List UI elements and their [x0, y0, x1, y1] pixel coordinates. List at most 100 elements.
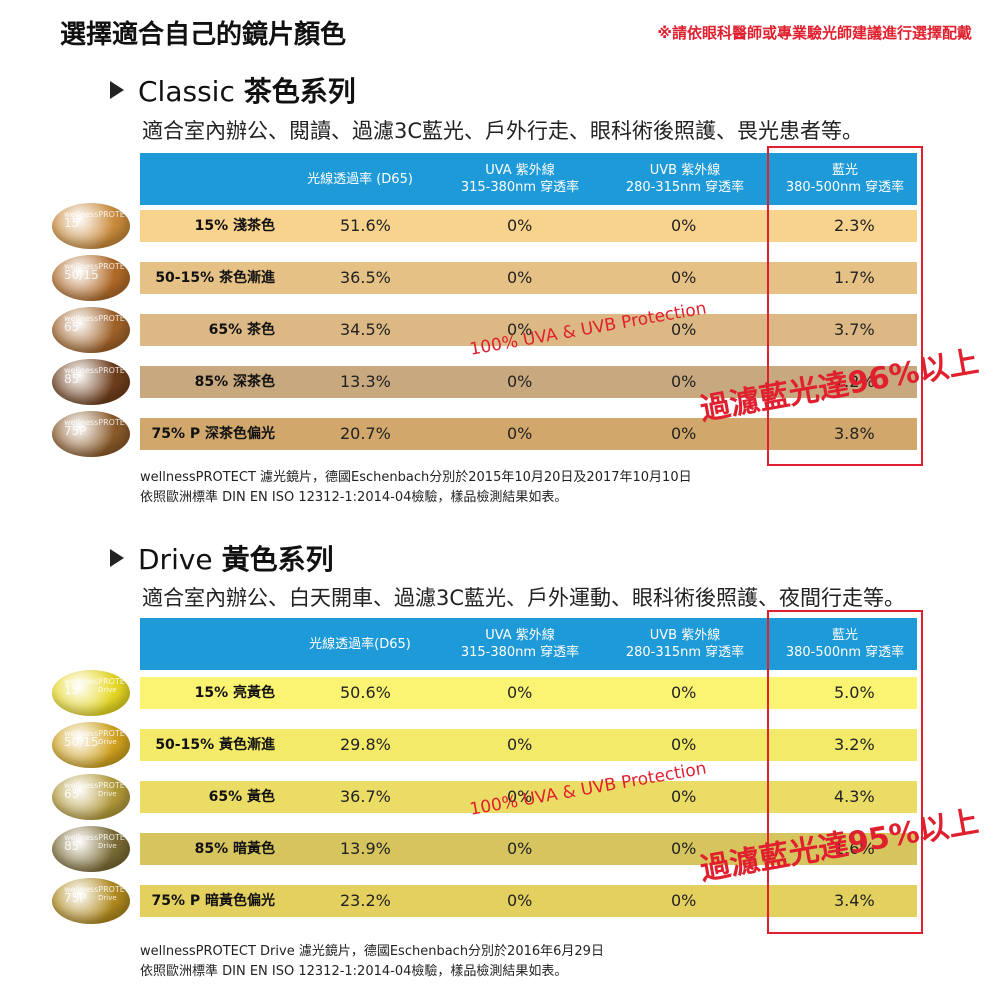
cell-blue-light: 3.2% [834, 735, 875, 754]
col-uvb: UVB 紫外線 280-315nm 穿透率 [625, 628, 745, 660]
cell-uvb: 0% [671, 268, 697, 287]
lens-code: 65 [64, 320, 80, 334]
table-row: 75% P 深茶色偏光 20.7% 0% 0% 3.8% [140, 418, 917, 450]
cell-transmittance: 29.8% [340, 735, 391, 754]
cell-blue-light: 1.2% [834, 372, 875, 391]
cell-uvb: 0% [671, 787, 697, 806]
cell-uvb: 0% [671, 424, 697, 443]
cell-transmittance: 20.7% [340, 424, 391, 443]
row-label: 50-15% 黃色漸進 [155, 737, 275, 753]
cell-transmittance: 36.5% [340, 268, 391, 287]
lens-swatch: wellnessPROTECT 15 Drive [52, 670, 135, 716]
cell-uva: 0% [507, 839, 533, 858]
cell-uva: 0% [507, 372, 533, 391]
lens-brand-text: wellnessPROTECT [64, 781, 136, 790]
cell-blue-light: 4.3% [834, 787, 875, 806]
lens-code: 85 [64, 372, 80, 386]
lens-brand-text: wellnessPROTECT [64, 885, 136, 894]
lens-swatch: wellnessPROTECT 75P Drive [52, 878, 135, 924]
col-blue-light: 藍光 380-500nm 穿透率 [785, 163, 905, 195]
drive-table-header: 光線透過率(D65) UVA 紫外線 315-380nm 穿透率 UVB 紫外線 2… [140, 618, 917, 670]
lens-brand-text: wellnessPROTECT [64, 210, 136, 219]
lens-code: 75P [64, 891, 87, 905]
lens-code: 50/15 [64, 268, 99, 282]
cell-blue-light: 5.0% [834, 683, 875, 702]
lens-code: 85 [64, 839, 80, 853]
cell-transmittance: 13.3% [340, 372, 391, 391]
table-row: 50-15% 茶色漸進 36.5% 0% 0% 1.7% [140, 262, 917, 294]
cell-transmittance: 13.9% [340, 839, 391, 858]
series-name: Drive [138, 543, 213, 576]
lens-swatch: wellnessPROTECT 65 Drive [52, 774, 135, 820]
lens-drive-tag: Drive [98, 790, 117, 798]
row-label: 85% 暗黃色 [194, 841, 275, 857]
series-name-cn: 茶色系列 [243, 75, 356, 108]
table-row: 15% 淺茶色 51.6% 0% 0% 2.3% [140, 210, 917, 242]
drive-section-title: Drive 黃色系列 [110, 538, 334, 578]
classic-section-title: Classic 茶色系列 [110, 70, 356, 110]
table-row: 50-15% 黃色漸進 29.8% 0% 0% 3.2% [140, 729, 917, 761]
lens-code: 50/15 [64, 735, 99, 749]
cell-blue-light: 3.8% [834, 424, 875, 443]
lens-swatch: wellnessPROTECT 15 [52, 203, 135, 249]
row-label: 65% 黃色 [208, 789, 275, 805]
cell-uvb: 0% [671, 320, 697, 339]
col-uvb: UVB 紫外線 280-315nm 穿透率 [625, 163, 745, 195]
lens-brand-text: wellnessPROTECT [64, 677, 136, 686]
cell-blue-light: 1.6% [834, 839, 875, 858]
row-label: 15% 亮黃色 [194, 685, 275, 701]
lens-brand-text: wellnessPROTECT [64, 729, 136, 738]
cell-uva: 0% [507, 787, 533, 806]
table-row: 15% 亮黃色 50.6% 0% 0% 5.0% [140, 677, 917, 709]
cell-blue-light: 3.4% [834, 891, 875, 910]
lens-code: 15 [64, 216, 80, 230]
lens-swatch: wellnessPROTECT 50/15 [52, 255, 135, 301]
lens-code: 75P [64, 424, 87, 438]
triangle-bullet-icon [110, 81, 124, 99]
lens-drive-tag: Drive [98, 686, 117, 694]
lens-brand-text: wellnessPROTECT [64, 418, 136, 427]
row-label: 15% 淺茶色 [194, 218, 275, 234]
triangle-bullet-icon [110, 549, 124, 567]
table-row: 85% 深茶色 13.3% 0% 0% 1.2% [140, 366, 917, 398]
cell-uva: 0% [507, 424, 533, 443]
col-uva: UVA 紫外線 315-380nm 穿透率 [460, 628, 580, 660]
lens-drive-tag: Drive [98, 738, 117, 746]
advisory-note: ※請依眼科醫師或專業驗光師建議進行選擇配戴 [657, 24, 972, 42]
lens-brand-text: wellnessPROTECT [64, 314, 136, 323]
cell-uva: 0% [507, 320, 533, 339]
col-blue-light: 藍光 380-500nm 穿透率 [785, 628, 905, 660]
cell-uva: 0% [507, 735, 533, 754]
table-row: 85% 暗黃色 13.9% 0% 0% 1.6% [140, 833, 917, 865]
col-uva: UVA 紫外線 315-380nm 穿透率 [460, 163, 580, 195]
row-label: 75% P 暗黃色偏光 [151, 893, 275, 909]
lens-brand-text: wellnessPROTECT [64, 262, 136, 271]
lens-swatch: wellnessPROTECT 85 Drive [52, 826, 135, 872]
cell-transmittance: 51.6% [340, 216, 391, 235]
cell-transmittance: 50.6% [340, 683, 391, 702]
table-row: 75% P 暗黃色偏光 23.2% 0% 0% 3.4% [140, 885, 917, 917]
col-transmittance: 光線透過率(D65) [309, 636, 411, 652]
lens-swatch: wellnessPROTECT 75P [52, 411, 135, 457]
lens-brand-text: wellnessPROTECT [64, 833, 136, 842]
classic-description: 適合室內辦公、閱讀、過濾3C藍光、戶外行走、眼科術後照護、畏光患者等。 [142, 119, 864, 143]
lens-code: 65 [64, 787, 80, 801]
cell-blue-light: 1.7% [834, 268, 875, 287]
cell-blue-light: 3.7% [834, 320, 875, 339]
lens-swatch: wellnessPROTECT 65 [52, 307, 135, 353]
table-row: 65% 黃色 36.7% 0% 0% 4.3% [140, 781, 917, 813]
cell-transmittance: 36.7% [340, 787, 391, 806]
lens-drive-tag: Drive [98, 894, 117, 902]
cell-uvb: 0% [671, 839, 697, 858]
classic-table-header: 光線透過率 (D65) UVA 紫外線 315-380nm 穿透率 UVB 紫外線… [140, 153, 917, 205]
cell-transmittance: 23.2% [340, 891, 391, 910]
page-title: 選擇適合自己的鏡片顏色 [60, 20, 347, 50]
blue-light-highlight-box [767, 146, 923, 466]
col-transmittance: 光線透過率 (D65) [307, 171, 413, 187]
series-name: Classic [138, 75, 235, 108]
lens-code: 15 [64, 683, 80, 697]
table-row: 65% 茶色 34.5% 0% 0% 3.7% [140, 314, 917, 346]
cell-uva: 0% [507, 891, 533, 910]
lens-brand-text: wellnessPROTECT [64, 366, 136, 375]
cell-uvb: 0% [671, 372, 697, 391]
